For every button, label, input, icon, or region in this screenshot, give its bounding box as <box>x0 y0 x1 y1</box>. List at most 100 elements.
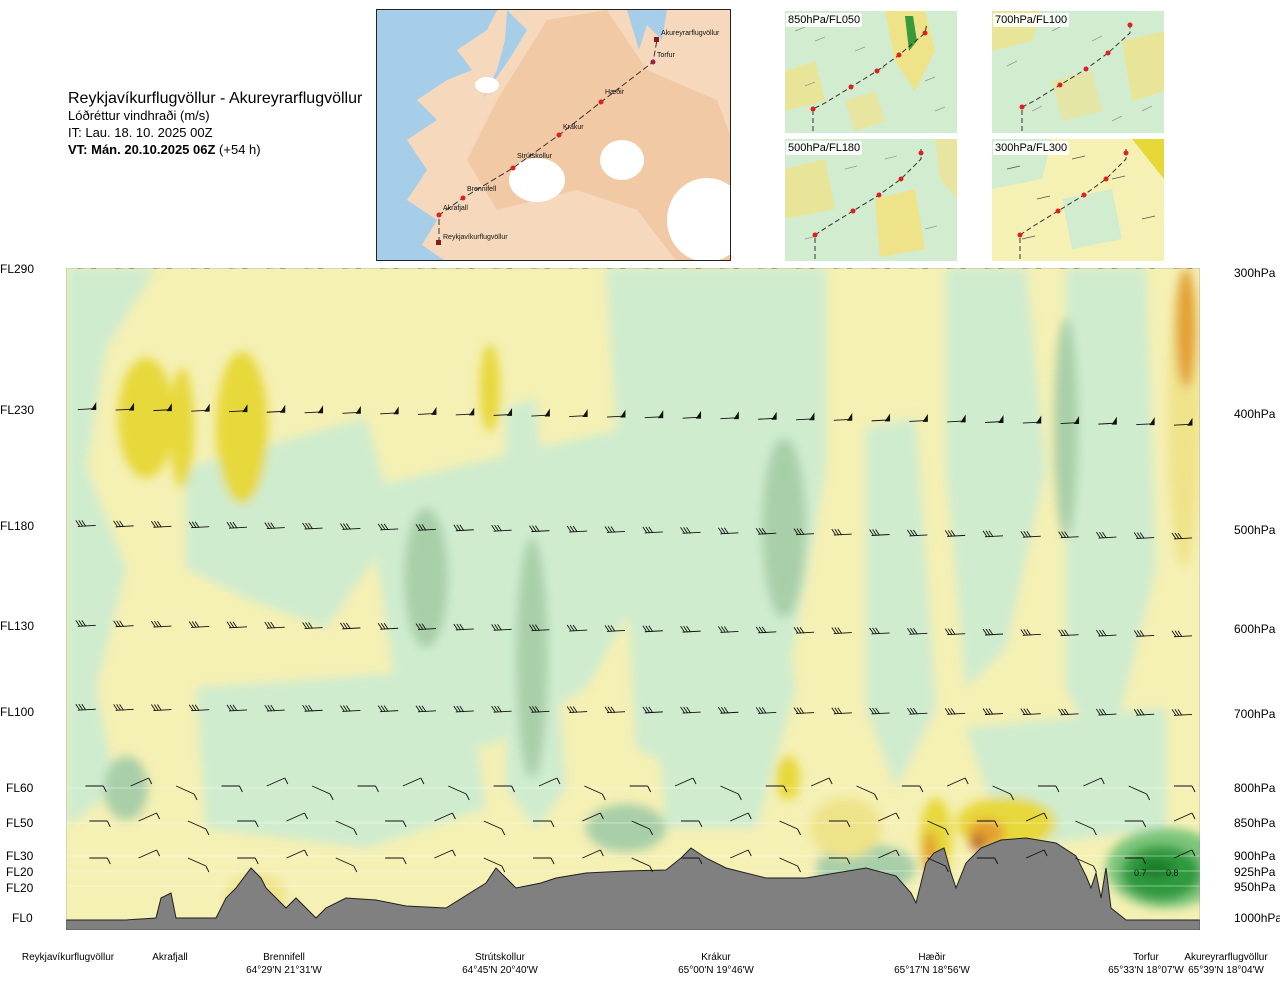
station-strutskollur-coord: 64°45'N 20°40'W <box>462 965 538 976</box>
station-akureyri-name: Akureyrarflugvöllur <box>1184 952 1268 963</box>
wind-barb-feather <box>353 828 358 836</box>
wind-barb-feather <box>686 527 691 534</box>
wind-barb-feather <box>566 624 572 632</box>
wind-barb-feather <box>535 706 540 713</box>
wind-barb-feather <box>116 620 121 627</box>
wind-barb-feather <box>1099 629 1104 637</box>
wind-barb-feather <box>910 628 915 635</box>
fl-tick-130: FL130 <box>0 619 35 633</box>
wind-barb-staff <box>569 530 588 533</box>
wind-barb-feather <box>988 708 994 715</box>
wind-barb-feather <box>799 707 805 714</box>
wind-barb-feather <box>994 820 999 828</box>
wind-barb-feather <box>284 777 289 785</box>
wind-barb-feather <box>340 622 345 630</box>
wind-barb-flag <box>620 409 626 418</box>
wind-barb-staff <box>909 632 928 635</box>
wind-barb-feather <box>758 626 764 634</box>
wind-barb-feather <box>494 705 499 713</box>
wind-barb-feather <box>647 785 652 793</box>
vertical-wind-field <box>66 268 1226 922</box>
wind-barb-feather <box>239 785 243 793</box>
wind-barb-staff <box>153 709 172 711</box>
chart-header: Reykjavíkurflugvöllur - Akureyrarflugvöl… <box>68 90 388 158</box>
wind-barb-feather <box>305 522 310 530</box>
wind-barb-feather <box>683 625 688 633</box>
wind-barb-feather <box>254 857 259 865</box>
wind-barb-feather <box>607 526 613 533</box>
wind-barb-feather <box>1096 531 1101 539</box>
waypoint-haedir <box>598 99 604 105</box>
wind-barb-feather <box>304 849 308 857</box>
wind-barb-feather <box>569 525 575 533</box>
wind-barb-staff <box>1022 633 1041 636</box>
wind-barb-feather <box>229 621 235 629</box>
wind-barb-staff <box>582 849 601 859</box>
wind-barb-staff <box>947 534 966 537</box>
wind-barb-feather <box>529 624 534 631</box>
wind-barb-feather <box>872 707 877 715</box>
wind-barb-feather <box>380 705 386 712</box>
wind-barb-feather <box>308 705 313 712</box>
wind-barb-feather <box>1096 708 1101 716</box>
wind-barb-staff <box>304 527 323 530</box>
wind-barb-flag <box>1111 416 1117 425</box>
wind-barb-staff <box>380 528 399 531</box>
station-akrafjall: Akrafjall <box>152 951 188 964</box>
wind-barb-staff <box>77 524 96 527</box>
wind-barb-feather <box>797 865 801 873</box>
wind-barb-feather <box>793 707 799 714</box>
wind-barb-staff <box>758 631 777 634</box>
wind-barb-staff <box>779 857 798 867</box>
airport-marker-reykjavik <box>436 240 441 245</box>
wind-barb-feather <box>645 526 651 534</box>
wind-barb-staff <box>947 777 966 787</box>
wind-barb-feather <box>1043 812 1048 820</box>
wind-barb-feather <box>755 707 761 714</box>
wind-barb-feather <box>452 849 456 857</box>
wind-barb-feather <box>1139 708 1145 716</box>
wind-barb-flag <box>544 408 550 417</box>
wind-barb-feather <box>1099 708 1104 716</box>
wind-barb-staff <box>483 857 502 867</box>
wind-barb-feather <box>649 865 654 873</box>
wind-barb-feather <box>377 523 383 531</box>
wind-barb-feather <box>1055 785 1060 793</box>
wind-barb-feather <box>116 704 121 711</box>
wind-barb-feather <box>758 707 764 714</box>
wind-barb-feather <box>837 627 843 634</box>
wind-barb-feather <box>761 626 767 634</box>
wind-barb-staff <box>1136 537 1155 539</box>
p-tick-700: 700hPa <box>1234 707 1276 721</box>
map-sea-west <box>377 10 497 260</box>
wind-barb-feather <box>604 625 610 632</box>
wind-barb-flag <box>317 405 324 414</box>
wind-barb-staff <box>286 849 305 859</box>
wind-barb-feather <box>874 793 878 801</box>
wind-barb-staff <box>1136 634 1155 637</box>
wind-barb-feather <box>226 704 232 712</box>
wind-barb-feather <box>1058 629 1063 636</box>
wind-barb-feather <box>913 529 918 537</box>
p-tick-500: 500hPa <box>1234 523 1276 537</box>
wind-barb-flag <box>733 411 739 420</box>
wind-barb-feather <box>1092 828 1097 836</box>
station-strutskollur-name: Strútskollur <box>474 952 525 963</box>
wind-barb-feather <box>81 520 87 527</box>
wind-barb-staff <box>138 812 157 822</box>
wind-barb-feather <box>645 706 651 714</box>
wind-barb-staff <box>1083 777 1102 787</box>
wind-barb-flag <box>846 412 853 421</box>
wind-barb-staff <box>720 532 739 535</box>
wind-barb-staff <box>1075 820 1094 830</box>
wind-barb-feather <box>831 707 837 715</box>
wind-barb-feather <box>907 628 912 635</box>
wind-barb-staff <box>582 812 601 822</box>
wind-barb-staff <box>493 529 512 532</box>
wind-barb-feather <box>648 526 654 534</box>
wind-barb-staff <box>115 708 134 711</box>
wind-barb-feather <box>119 704 124 711</box>
wind-barb-staff <box>631 820 650 830</box>
wind-barb-feather <box>529 525 534 532</box>
wind-barb-staff <box>266 777 285 787</box>
